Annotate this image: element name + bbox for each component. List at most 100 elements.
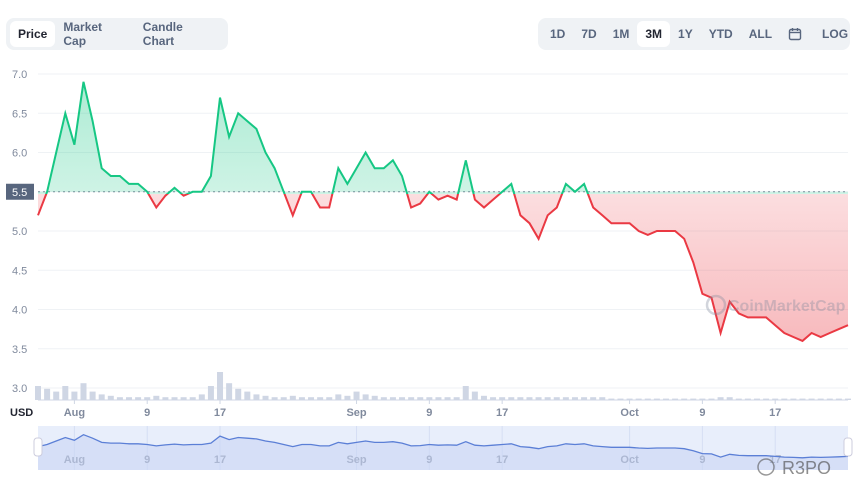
range-7d[interactable]: 7D: [581, 27, 597, 41]
volume-bar: [571, 397, 578, 400]
volume-bar: [471, 391, 478, 400]
volume-bar: [189, 397, 196, 400]
volume-bar: [644, 398, 651, 400]
range-ytd[interactable]: YTD: [708, 27, 733, 41]
volume-bar: [790, 398, 797, 400]
volume-bar: [763, 398, 770, 400]
volume-bar: [581, 397, 588, 400]
volume-bar: [726, 397, 733, 400]
volume-bar: [271, 397, 278, 400]
volume-bar: [162, 397, 169, 400]
x-tick-label: 9: [144, 407, 150, 419]
volume-bar: [371, 395, 378, 400]
calendar-icon[interactable]: [780, 21, 810, 48]
navigator-right-handle[interactable]: [843, 437, 853, 457]
volume-bar: [799, 398, 806, 400]
volume-bar: [426, 397, 433, 400]
range-all[interactable]: ALL: [748, 27, 773, 41]
volume-bar: [35, 386, 41, 400]
volume-bar: [672, 398, 679, 400]
navigator-area: [38, 434, 848, 470]
range-1d[interactable]: 1D: [550, 27, 566, 41]
volume-bar: [699, 398, 706, 400]
volume-bar: [608, 398, 615, 400]
volume-bar: [808, 398, 815, 400]
volume-bar: [535, 397, 542, 400]
tab-market-cap[interactable]: Market Cap: [63, 20, 103, 48]
volume-bar: [599, 397, 606, 400]
volume-bar: [244, 391, 251, 400]
volume-bar: [626, 398, 633, 400]
volume-bar: [635, 398, 642, 400]
y-tick-label: 6.5: [12, 108, 27, 120]
volume-bar: [326, 397, 333, 400]
volume-bar: [753, 398, 760, 400]
price-line-down: [37, 194, 849, 343]
volume-bar: [389, 397, 396, 400]
volume-bar: [344, 395, 351, 400]
volume-bar: [453, 397, 460, 400]
volume-bar: [462, 386, 469, 400]
volume-bar: [444, 397, 451, 400]
volume-bar: [198, 394, 205, 400]
range-1m[interactable]: 1M: [612, 27, 630, 41]
volume-bar: [517, 397, 524, 400]
x-tick-label: Aug: [64, 407, 85, 419]
volume-bar: [544, 397, 551, 400]
navigator-line: [37, 433, 849, 459]
chart-type-tabs: Price Market Cap Candle Chart: [6, 18, 228, 50]
volume-bar: [435, 397, 442, 400]
range-selector: 1D 7D 1M 3M 1Y YTD ALL LOG: [538, 18, 850, 50]
volume-bar: [617, 398, 624, 400]
volume-bar: [308, 397, 315, 400]
volume-bar: [253, 394, 260, 400]
area-above-fill: [38, 81, 848, 194]
volume-bar: [62, 386, 69, 400]
log-toggle[interactable]: LOG: [822, 27, 849, 41]
watermark-logo: CoinMarketCap: [705, 294, 846, 316]
tab-candle-chart[interactable]: Candle Chart: [142, 20, 183, 48]
volume-bar: [562, 397, 569, 400]
y-axis-label: USD: [10, 407, 33, 419]
price-line-up: [45, 81, 590, 194]
volume-bar: [826, 398, 833, 400]
reference-label: 5.5: [12, 187, 27, 199]
reference-label-bg: [6, 183, 34, 200]
volume-bar: [153, 395, 160, 400]
x-tick-label: 17: [496, 407, 508, 419]
volume-bar: [399, 397, 406, 400]
volume-bar: [499, 397, 506, 400]
volume-bar: [317, 397, 324, 400]
volume-bar: [717, 397, 724, 400]
volume-bar: [107, 395, 114, 400]
volume-bar: [772, 398, 779, 400]
y-tick-label: 6.0: [12, 148, 27, 160]
y-tick-label: 4.5: [12, 265, 27, 277]
volume-bar: [662, 398, 669, 400]
volume-bar: [408, 397, 415, 400]
volume-bar: [480, 395, 487, 400]
y-tick-label: 4.0: [12, 305, 27, 317]
volume-bar: [207, 386, 214, 400]
volume-bar: [135, 397, 142, 400]
volume-bar: [262, 395, 269, 400]
volume-bar: [298, 397, 305, 400]
range-1y[interactable]: 1Y: [678, 27, 693, 41]
volume-bar: [417, 397, 424, 400]
volume-bar: [335, 394, 342, 400]
x-tick-label: 9: [699, 407, 705, 419]
navigator-left-handle[interactable]: [33, 437, 43, 457]
tab-price[interactable]: Price: [10, 21, 56, 47]
volume-bar: [708, 398, 715, 400]
volume-bar: [817, 398, 824, 400]
volume-bar: [845, 398, 851, 400]
volume-bar: [44, 388, 51, 400]
range-3m[interactable]: 3M: [637, 21, 671, 47]
volume-bar: [744, 398, 751, 400]
volume-bar: [553, 397, 560, 400]
volume-bar: [690, 398, 697, 400]
volume-bar: [781, 398, 788, 400]
y-tick-label: 3.0: [12, 383, 27, 395]
volume-bar: [226, 383, 233, 400]
